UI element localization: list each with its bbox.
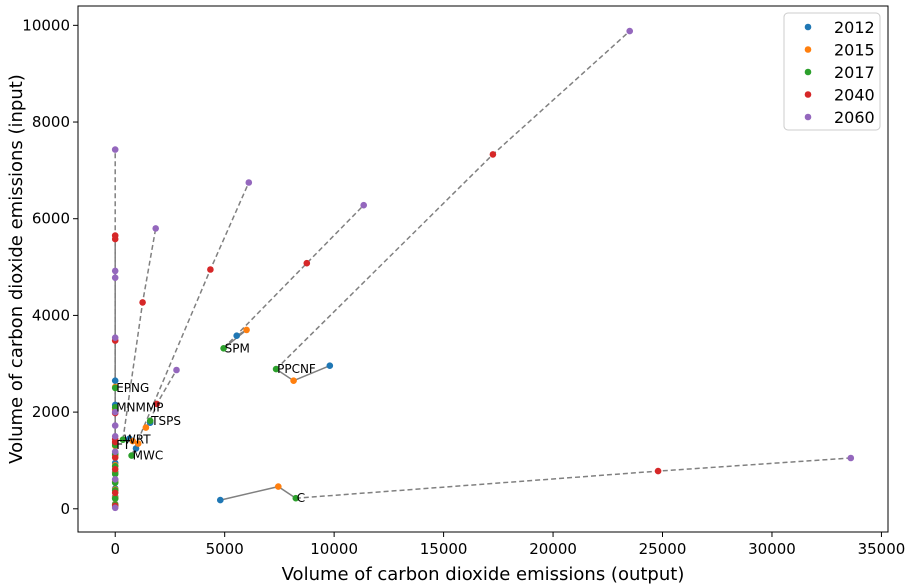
legend-marker-2060 — [804, 113, 812, 121]
point-2015-5 — [129, 437, 136, 445]
point-2012-1 — [326, 362, 334, 370]
point-2017-5 — [119, 436, 127, 444]
point-2040-12 — [111, 454, 119, 461]
point-2040-14 — [111, 489, 119, 497]
point-2017-11 — [111, 470, 119, 478]
x-tick-label-15000: 15000 — [420, 540, 468, 558]
annotation-ft: FT — [116, 438, 131, 452]
legend-marker-2012 — [804, 23, 812, 31]
x-tick-label-30000: 30000 — [748, 540, 796, 558]
y-tick-label-6000: 6000 — [32, 210, 70, 228]
point-2060-10 — [111, 267, 119, 275]
point-2012-0 — [233, 332, 240, 340]
x-tick-label-35000: 35000 — [858, 540, 906, 558]
legend-label-2017: 2017 — [834, 63, 875, 82]
point-2060-11 — [111, 274, 119, 282]
point-2040-2 — [654, 467, 662, 475]
point-2060-8 — [111, 433, 119, 440]
legend-marker-2015 — [804, 46, 812, 53]
point-2040-13 — [111, 465, 119, 473]
point-2060-2 — [847, 454, 855, 462]
point-2060-4 — [245, 179, 253, 186]
point-2060-13 — [111, 448, 119, 456]
point-2017-1 — [272, 365, 280, 373]
point-2060-0 — [360, 201, 368, 209]
point-2017-6 — [111, 404, 119, 411]
y-axis-ticks: 0 2000 4000 6000 8000 10000 — [22, 16, 78, 518]
annotation-tsps: TSPS — [150, 414, 181, 428]
legend-marker-2040 — [804, 91, 812, 98]
point-2040-4 — [207, 266, 214, 273]
annotation-mwc: MWC — [133, 449, 164, 463]
legend-label-2012: 2012 — [834, 18, 875, 37]
y-tick-label-2000: 2000 — [32, 403, 70, 421]
annotation-mnmmp: MNMMP — [116, 400, 163, 414]
point-2017-3 — [146, 417, 154, 425]
point-2017-2 — [292, 494, 300, 502]
point-2040-11 — [111, 438, 119, 446]
point-2060-6 — [111, 408, 119, 416]
point-2017-7 — [111, 384, 119, 392]
annotation-spm: SPM — [225, 341, 250, 355]
point-annotations: SPM PPCNF C TSPS MWC WRT MNMMP EPNG FT — [116, 341, 316, 505]
legend-label-2015: 2015 — [834, 41, 875, 60]
point-2015-3 — [142, 424, 150, 431]
point-2012-7 — [111, 377, 119, 385]
y-axis-label: Volume of carbon dioxide emissions (inpu… — [6, 74, 27, 464]
legend-label-2060: 2060 — [834, 108, 875, 127]
x-tick-label-0: 0 — [110, 540, 120, 558]
x-tick-label-20000: 20000 — [529, 540, 577, 558]
annotation-epng: EPNG — [116, 381, 149, 395]
data-points — [111, 27, 855, 512]
x-axis-ticks: 0 5000 10000 15000 20000 25000 30000 35000 — [110, 532, 905, 558]
point-2015-2 — [275, 483, 282, 490]
y-tick-label-0: 0 — [60, 500, 70, 518]
y-tick-label-4000: 4000 — [32, 306, 70, 324]
point-2060-9 — [111, 146, 119, 153]
point-2040-3 — [153, 400, 161, 408]
point-2060-3 — [173, 366, 180, 374]
point-2060-1 — [626, 27, 633, 35]
point-2017-14 — [111, 495, 119, 502]
legend-box — [783, 12, 881, 131]
point-2040-5 — [139, 299, 146, 306]
point-2017-4 — [128, 452, 135, 459]
y-tick-label-8000: 8000 — [32, 113, 70, 131]
legend: 2012 2015 2017 2040 2060 — [783, 12, 881, 131]
point-2060-12 — [111, 422, 119, 429]
point-2040-0 — [303, 259, 311, 267]
point-2060-7 — [111, 334, 119, 342]
legend-label-2040: 2040 — [834, 86, 875, 105]
point-2060-5 — [152, 225, 159, 232]
legend-items: 2012 2015 2017 2040 2060 — [804, 18, 875, 127]
point-2015-1 — [290, 377, 297, 385]
y-tick-label-10000: 10000 — [22, 16, 70, 34]
point-2015-0 — [243, 326, 250, 334]
annotation-wrt: WRT — [124, 433, 151, 447]
point-2060-15 — [111, 504, 119, 512]
x-axis-label: Volume of carbon dioxide emissions (outp… — [282, 564, 685, 585]
point-2015-4 — [134, 440, 142, 447]
plot-frame — [77, 5, 889, 533]
x-tick-label-5000: 5000 — [206, 540, 244, 558]
point-2040-1 — [489, 151, 497, 158]
point-2012-2 — [217, 496, 224, 504]
x-tick-label-25000: 25000 — [639, 540, 687, 558]
legend-marker-2017 — [804, 68, 812, 76]
point-2017-0 — [220, 345, 227, 352]
annotation-ppcnf: PPCNF — [277, 362, 316, 376]
x-tick-label-10000: 10000 — [310, 540, 358, 558]
point-2040-10 — [111, 235, 119, 243]
annotation-c: C — [297, 491, 305, 505]
point-2060-14 — [111, 476, 119, 483]
